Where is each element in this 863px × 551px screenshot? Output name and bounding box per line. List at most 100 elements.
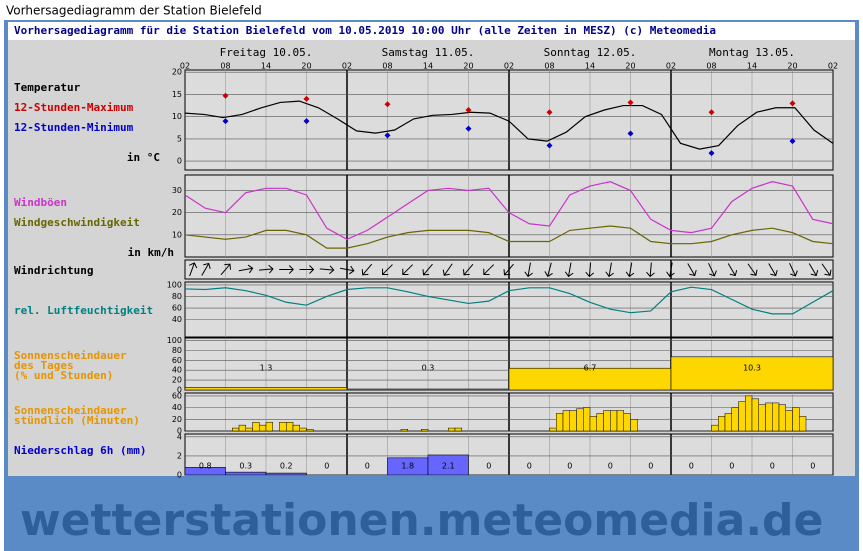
temp-point xyxy=(789,138,796,145)
gust-line xyxy=(184,181,834,240)
panel-label: rel. Luftfeuchtigkeit xyxy=(14,304,153,317)
sun-hour-bar xyxy=(583,407,591,432)
sun-hour-bar xyxy=(259,424,267,432)
temp-point xyxy=(465,107,472,113)
title: Vorhersagediagramm für die Station Biele… xyxy=(14,24,716,37)
y-tick-label: 60 xyxy=(172,391,182,400)
temp-point xyxy=(546,142,553,149)
sun-hour-bar xyxy=(448,427,456,432)
precip-bar xyxy=(225,471,267,476)
panel-label: Sonnenscheindauer xyxy=(14,349,127,362)
panel-label: stündlich (Minuten) xyxy=(14,414,140,427)
precip-label: 0 xyxy=(567,462,572,471)
temp-point xyxy=(384,101,391,108)
sun-hour-bar xyxy=(785,410,793,432)
wind-arrow xyxy=(605,262,614,278)
sun-hour-bar xyxy=(569,410,577,432)
sun-hour-bar xyxy=(799,416,807,432)
y-tick-label: 100 xyxy=(167,336,182,345)
y-tick-label: 10 xyxy=(172,230,182,239)
panel-label: Windgeschwindigkeit xyxy=(14,216,140,229)
wind-arrow xyxy=(442,263,453,276)
wind-arrow xyxy=(808,263,819,277)
sun-hour-bar xyxy=(596,413,604,432)
sun-hour-bar xyxy=(711,424,719,432)
temp-point xyxy=(708,150,715,157)
wind-arrow xyxy=(319,265,335,275)
wind-arrow xyxy=(585,262,595,278)
sun-hour-bar xyxy=(454,427,462,432)
y-tick-label: 0 xyxy=(177,386,182,395)
sun-hour-bar xyxy=(745,395,753,432)
sun-hour-bar xyxy=(724,413,732,432)
sun-day-label: 6.7 xyxy=(584,364,597,373)
header: Vorhersagediagramm der Station Bielefeld xyxy=(6,4,262,18)
sun-hour-bar xyxy=(286,421,294,432)
hour-label: 14 xyxy=(585,62,595,71)
precip-label: 0 xyxy=(608,462,613,471)
temp-point xyxy=(627,130,634,137)
y-tick-label: 30 xyxy=(172,186,182,195)
sun-day-bar xyxy=(670,356,834,391)
sun-day-bar xyxy=(184,387,348,391)
wind-arrow xyxy=(821,263,832,276)
sun-hour-bar xyxy=(589,416,597,432)
wind-arrow xyxy=(544,262,553,277)
wind-arrow xyxy=(768,263,778,277)
wind-arrow xyxy=(299,265,315,274)
sun-hour-bar xyxy=(623,413,631,432)
y-tick-label: 20 xyxy=(172,68,182,77)
precip-label: 0 xyxy=(689,462,694,471)
precip-label: 0 xyxy=(324,462,329,471)
temp-point xyxy=(627,99,634,106)
humidity-line xyxy=(184,286,834,315)
unit-label: in km/h xyxy=(128,246,174,259)
sun-hour-bar xyxy=(252,421,260,432)
wind-arrow xyxy=(666,262,675,278)
panel-label: Windrichtung xyxy=(14,264,93,277)
wind-arrow xyxy=(524,262,533,278)
unit-label: in °C xyxy=(127,151,160,164)
hour-label: 02 xyxy=(828,62,838,71)
hour-label: 14 xyxy=(261,62,271,71)
hour-label: 02 xyxy=(666,62,676,71)
hour-label: 20 xyxy=(625,62,635,71)
hour-label: 02 xyxy=(180,62,190,71)
temp-point xyxy=(546,109,553,116)
wind-arrow xyxy=(747,263,758,276)
day-label: Montag 13.05. xyxy=(709,46,795,59)
sun-day-label: 10.3 xyxy=(743,364,761,373)
precip-bar xyxy=(265,472,307,476)
sun-day-label: 1.3 xyxy=(260,364,273,373)
sun-hour-bar xyxy=(603,410,611,432)
temp-point xyxy=(384,132,391,139)
sun-hour-bar xyxy=(245,427,253,432)
speed-line xyxy=(184,225,834,249)
precip-label: 0 xyxy=(486,462,491,471)
panel-label: Niederschlag 6h (mm) xyxy=(14,444,146,457)
sun-hour-bar xyxy=(265,421,273,432)
y-tick-label: 2 xyxy=(177,451,182,460)
wind-arrow xyxy=(625,262,635,278)
sun-hour-bar xyxy=(616,410,624,432)
temp-point xyxy=(708,109,715,116)
sun-hour-bar xyxy=(400,428,408,432)
temp-point xyxy=(465,125,472,132)
panel-label: (% und Stunden) xyxy=(14,369,113,382)
wind-arrow xyxy=(422,263,433,276)
hour-label: 14 xyxy=(747,62,757,71)
wind-arrow xyxy=(279,265,294,274)
y-tick-label: 0 xyxy=(177,471,182,480)
sun-day-bar xyxy=(346,388,510,391)
footer: wetterstationen.meteomedia.de xyxy=(20,495,823,546)
day-label: Sonntag 12.05. xyxy=(544,46,637,59)
precip-label: 0.3 xyxy=(239,462,252,471)
precip-label: 0 xyxy=(648,462,653,471)
y-tick-label: 15 xyxy=(172,90,182,99)
hour-label: 08 xyxy=(382,62,392,71)
y-tick-label: 0 xyxy=(177,157,182,166)
wind-arrow xyxy=(708,262,717,277)
hour-label: 20 xyxy=(787,62,797,71)
sun-hour-bar xyxy=(238,424,246,432)
